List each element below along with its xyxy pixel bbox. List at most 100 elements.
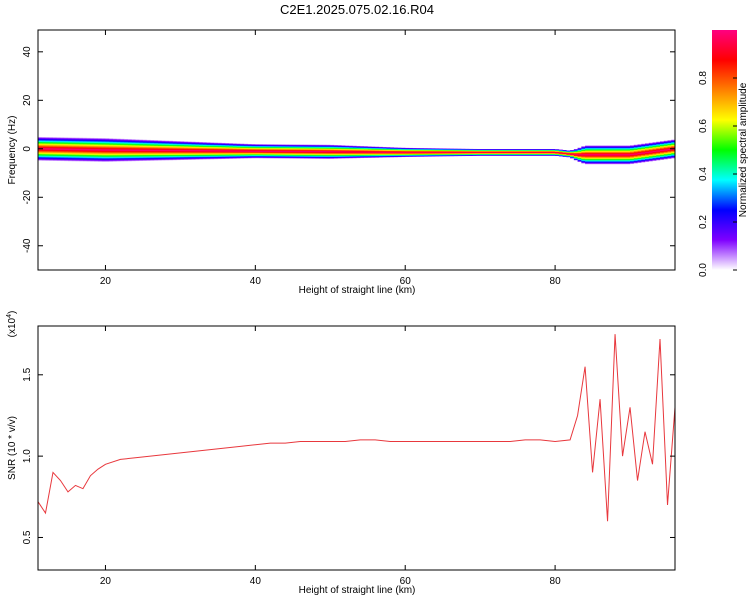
band-slice [543,148,549,157]
band-slice [622,145,627,165]
band-slice [67,137,73,162]
band-slice [506,148,511,157]
band-slice [169,140,174,161]
band-slice [611,145,616,165]
band-slice [423,147,429,157]
band-slice [581,145,586,164]
band-slice [637,143,642,164]
snr-series-line [38,334,675,522]
band-slice [476,148,481,157]
band-slice [468,148,474,157]
band-slice [487,148,492,157]
band-slice [393,147,399,158]
band-slice [90,137,95,162]
band-slice [225,142,230,160]
y-tick-label: -20 [22,190,33,205]
colorbar-tick-label: 0.6 [698,119,709,133]
band-slice [570,149,575,159]
band-slice [349,145,354,159]
band-slice [307,144,313,159]
heatmap-x-ticks: 20 40 60 80 [100,30,561,287]
band-slice [75,137,80,162]
snr-frame [37,325,676,571]
band-slice [154,139,159,161]
band-slice [229,142,234,160]
band-slice [157,140,163,161]
x-tick-label: 20 [100,576,112,587]
band-slice [382,146,388,158]
band-slice [615,145,620,165]
heatmap-frame [37,29,676,271]
band-slice [363,145,369,159]
band-slice [345,145,350,159]
colorbar-tick-label: 0.0 [698,263,709,277]
band-slice [300,144,305,159]
band-slice [656,141,661,161]
band-slice [356,145,361,159]
band-slice [517,148,522,157]
band-slice [566,150,571,158]
colorbar-tick-label: 0.4 [698,167,709,181]
snr-panel: 20 40 60 80 0.5 1.0 1.5 Height of straight li… [6,311,676,596]
band-slice [184,141,189,161]
y-tick-label: 0.5 [22,530,33,544]
band-slice [573,148,579,161]
band-slice [378,146,384,158]
band-slice [41,136,47,162]
band-slice [206,142,211,160]
band-slice [135,139,140,162]
band-slice [281,144,286,159]
band-slice [221,142,226,160]
band-slice [442,148,448,157]
band-slice [352,145,358,159]
band-slice [502,148,507,157]
band-slice [172,140,178,161]
band-slice [45,136,50,162]
x-tick-label: 60 [400,276,412,287]
y-tick-label: 0 [22,146,33,152]
band-slice [652,141,657,162]
band-slice [360,145,365,159]
band-slice [116,138,122,162]
band-slice [292,144,298,159]
band-slice [274,144,279,159]
band-slice [562,149,567,158]
band-slice [191,141,196,160]
band-slice [645,142,650,163]
band-slice [82,137,88,162]
band-slice [322,144,328,160]
band-slice [277,144,283,159]
band-slice [285,144,290,159]
band-slice [431,148,436,157]
heatmap-x-label: Height of straight line (km) [299,285,416,296]
band-slice [337,144,343,159]
band-slice [626,145,631,165]
band-slice [461,148,466,157]
band-slice [142,139,148,162]
band-slice [109,138,114,162]
snr-multiplier: (x104) [6,311,18,338]
band-slice [97,137,103,163]
band-slice [262,144,268,159]
snr-x-label: Height of straight line (km) [299,585,416,596]
band-slice [296,144,301,159]
heatmap-y-label: Frequency (Hz) [7,116,18,185]
band-slice [161,140,166,161]
band-slice [427,147,433,157]
band-slice [446,148,451,157]
band-slice [315,144,320,159]
band-slice [124,138,129,162]
colorbar: 0.0 0.2 0.4 0.6 0.8 Normalized spectral ampl… [698,30,749,277]
band-slice [641,143,646,163]
x-tick-label: 20 [100,276,112,287]
band-slice [412,147,418,158]
y-tick-label: 20 [22,94,33,106]
band-slice [146,139,152,162]
band-slice [101,137,107,163]
band-slice [525,148,530,157]
band-slice [491,148,496,157]
band-slice [416,147,421,158]
band-slice [311,144,316,159]
band-slice [270,144,275,159]
